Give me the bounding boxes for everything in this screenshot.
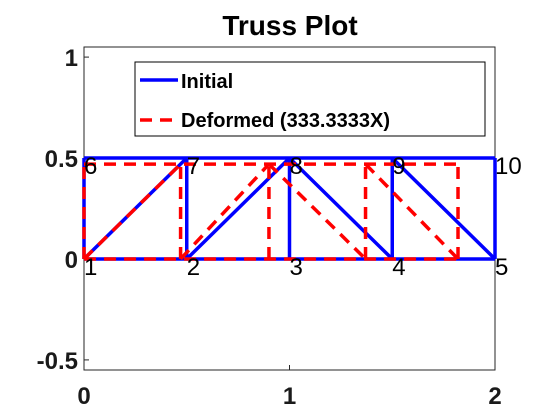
node-label: 8 xyxy=(290,153,303,180)
truss-member xyxy=(179,162,271,261)
chart-title: Truss Plot xyxy=(222,10,357,41)
series-layer xyxy=(82,156,497,261)
node-label: 10 xyxy=(495,153,522,180)
x-tick-label: 0 xyxy=(77,383,90,410)
legend: Initial Deformed (333.3333X) xyxy=(134,61,486,137)
truss-member xyxy=(364,162,460,261)
truss-member xyxy=(391,156,497,261)
node-label: 6 xyxy=(84,153,97,180)
truss-member xyxy=(288,156,394,261)
y-tick-label: 0.5 xyxy=(45,146,78,173)
legend-label-deformed: Deformed (333.3333X) xyxy=(181,110,390,132)
legend-label-initial: Initial xyxy=(181,71,233,93)
truss-member xyxy=(185,156,291,261)
series-deformed xyxy=(82,162,460,261)
legend-box xyxy=(134,61,486,137)
x-tick-label: 2 xyxy=(488,383,501,410)
y-tick-label: 1 xyxy=(65,45,78,72)
node-label: 4 xyxy=(392,254,405,281)
truss-member xyxy=(267,162,367,261)
node-label: 7 xyxy=(187,153,200,180)
node-label: 9 xyxy=(392,153,405,180)
node-label: 2 xyxy=(187,254,200,281)
node-label: 5 xyxy=(495,254,508,281)
x-tick-label: 1 xyxy=(283,383,296,410)
truss-member xyxy=(82,162,182,261)
y-tick-label: -0.5 xyxy=(37,348,78,375)
node-label: 1 xyxy=(84,254,97,281)
node-labels: 1 2 3 4 5 6 7 8 9 10 xyxy=(84,153,522,281)
node-label: 3 xyxy=(290,254,303,281)
y-tick-label: 0 xyxy=(65,247,78,274)
